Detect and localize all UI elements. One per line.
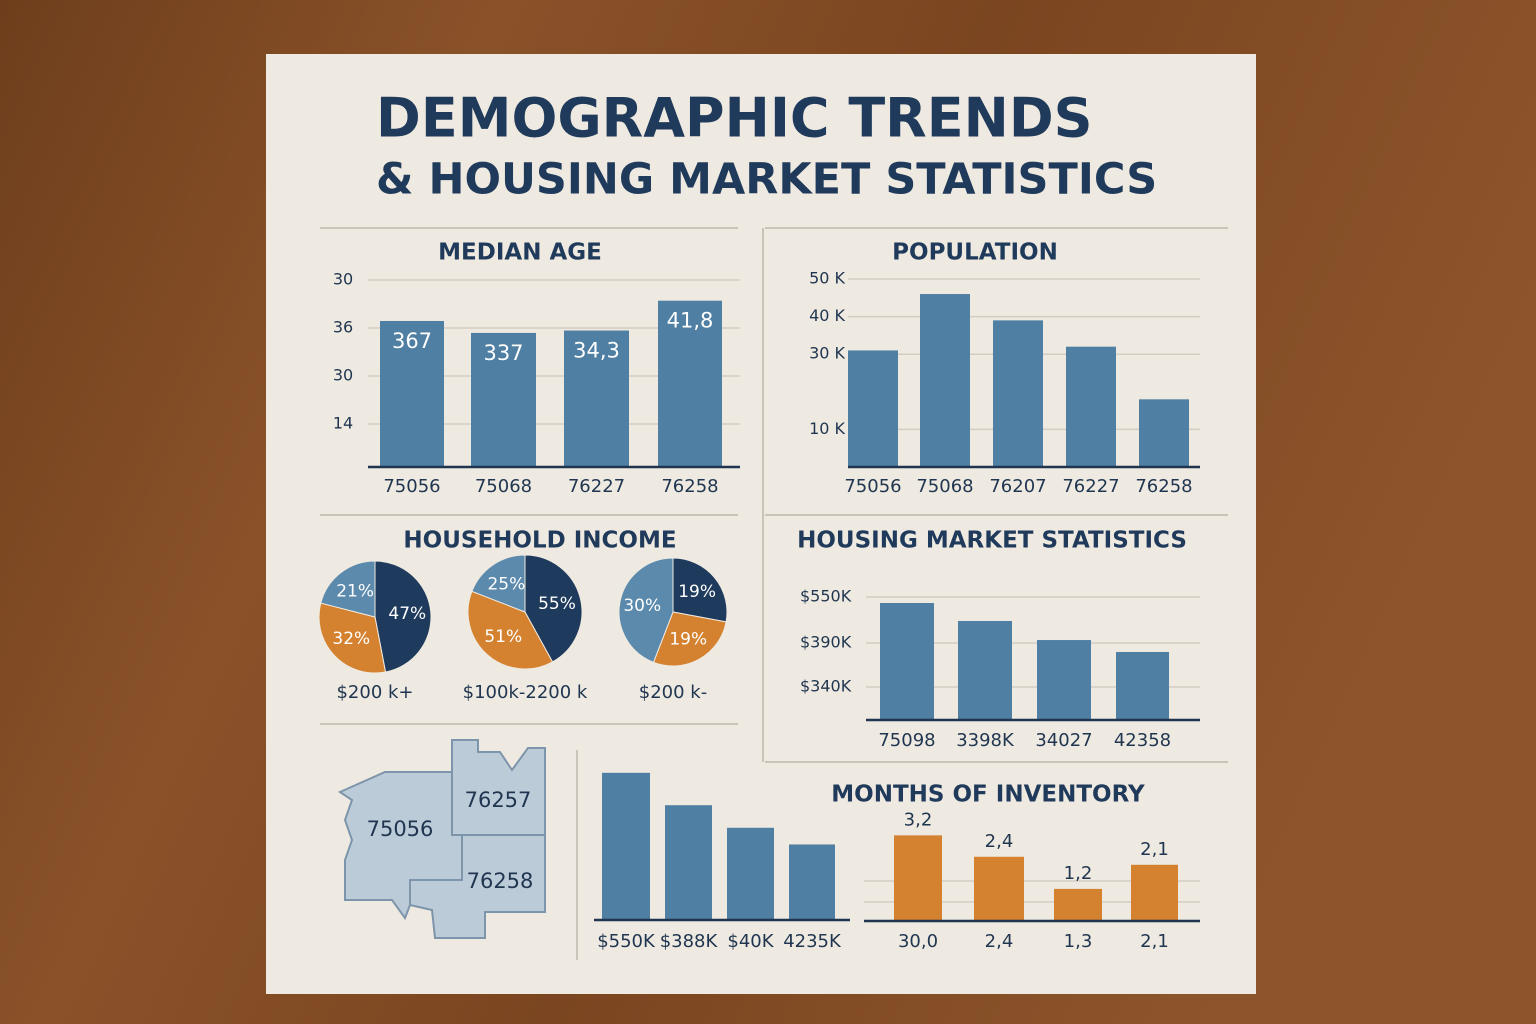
pie-slice — [320, 560, 376, 618]
bar — [602, 772, 650, 920]
map-label: 76258 — [467, 869, 534, 893]
bar — [471, 332, 536, 467]
x-tick-label: $388K — [660, 931, 719, 952]
x-tick-label: 76258 — [661, 476, 718, 497]
bar — [880, 603, 934, 720]
data-label: 3,2 — [904, 809, 933, 830]
panel-title: MONTHS OF INVENTORY — [831, 782, 1145, 808]
y-axis-label: 30 — [333, 366, 353, 385]
bar — [958, 620, 1012, 720]
x-tick-label: 30,0 — [898, 931, 938, 952]
x-tick-label: 34027 — [1035, 730, 1092, 751]
bar — [848, 350, 898, 467]
data-label: 55% — [538, 594, 576, 614]
panel-title: MEDIAN AGE — [438, 240, 602, 266]
panel-title: HOUSING MARKET STATISTICS — [797, 528, 1187, 554]
data-label: 30% — [623, 596, 661, 616]
x-tick-label: 76258 — [1135, 476, 1192, 497]
x-tick-label: 76207 — [989, 476, 1046, 497]
y-axis-label: 14 — [333, 414, 353, 433]
data-label: 47% — [388, 604, 426, 624]
map: 75056 76257 76258 — [337, 739, 546, 939]
bar — [564, 330, 629, 467]
data-label: 367 — [392, 329, 432, 353]
x-tick-label: 75068 — [916, 476, 973, 497]
map-label: 75056 — [367, 817, 434, 841]
x-tick-label: 75068 — [475, 476, 532, 497]
bar — [974, 856, 1024, 921]
dividers — [320, 227, 1228, 960]
map-label: 76257 — [465, 788, 532, 812]
bar — [993, 320, 1043, 467]
y-axis-label: 36 — [333, 318, 353, 337]
x-tick-label: 2,1 — [1140, 931, 1169, 952]
pie-slice — [318, 602, 387, 674]
bar — [1131, 864, 1178, 921]
bar — [380, 320, 444, 467]
data-label: 2,4 — [985, 831, 1014, 852]
bar — [727, 827, 774, 920]
x-tick-label: 75098 — [878, 730, 935, 751]
x-tick-label: 75056 — [383, 476, 440, 497]
bar — [1139, 399, 1189, 467]
y-axis-label: $390K — [800, 633, 852, 652]
x-tick-label: 2,4 — [985, 931, 1014, 952]
title-line: & HOUSING MARKET STATISTICS — [376, 155, 1157, 205]
bar — [1037, 640, 1091, 720]
bar — [789, 844, 835, 920]
pie-slice — [471, 554, 526, 613]
y-tick-label: 30 K — [809, 344, 845, 363]
y-tick-label: 10 K — [809, 419, 845, 438]
y-tick-label: 40 K — [809, 306, 845, 325]
pie-slice — [672, 557, 728, 623]
pie-label: $200 k- — [639, 682, 707, 703]
x-tick-label: 42358 — [1114, 730, 1171, 751]
bar — [1054, 888, 1102, 921]
bar — [894, 835, 942, 921]
bar — [658, 300, 722, 467]
data-label: 21% — [336, 581, 374, 601]
data-label: 25% — [487, 575, 525, 595]
title-line: DEMOGRAPHIC TRENDS — [376, 87, 1093, 150]
data-label: 32% — [332, 629, 370, 649]
data-label: 1,2 — [1064, 863, 1093, 884]
pie-slice — [467, 590, 554, 670]
data-label: 19% — [669, 629, 707, 649]
pie-slice — [374, 560, 432, 673]
data-label: 34,3 — [573, 339, 620, 363]
y-axis-label: 30 — [333, 270, 353, 289]
x-tick-label: 4235K — [783, 931, 842, 952]
panel-title: POPULATION — [892, 240, 1058, 266]
data-label: 19% — [678, 582, 716, 602]
bar — [1116, 651, 1169, 720]
data-label: 2,1 — [1140, 839, 1169, 860]
x-tick-label: 3398K — [956, 730, 1015, 751]
x-tick-label: 1,3 — [1064, 931, 1093, 952]
panel-title: HOUSEHOLD INCOME — [403, 528, 676, 554]
x-tick-label: $550K — [597, 931, 656, 952]
x-tick-label: 76227 — [568, 476, 625, 497]
data-label: 51% — [484, 627, 522, 647]
y-tick-label: 50 K — [809, 269, 845, 288]
bar — [1066, 346, 1116, 467]
x-tick-label: $40K — [727, 931, 774, 952]
bar — [665, 805, 712, 920]
pie-slice — [618, 557, 674, 664]
data-label: 337 — [483, 341, 523, 365]
pie-slice — [524, 554, 583, 663]
y-axis-label: $550K — [800, 587, 852, 606]
x-tick-label: 75056 — [844, 476, 901, 497]
x-tick-label: 76227 — [1062, 476, 1119, 497]
pie-label: $100k-2200 k — [463, 682, 588, 703]
pie-slice — [652, 611, 727, 667]
data-label: 41,8 — [667, 309, 714, 333]
y-axis-label: $340K — [800, 677, 852, 696]
pie-label: $200 k+ — [336, 682, 413, 703]
bar — [920, 294, 970, 467]
